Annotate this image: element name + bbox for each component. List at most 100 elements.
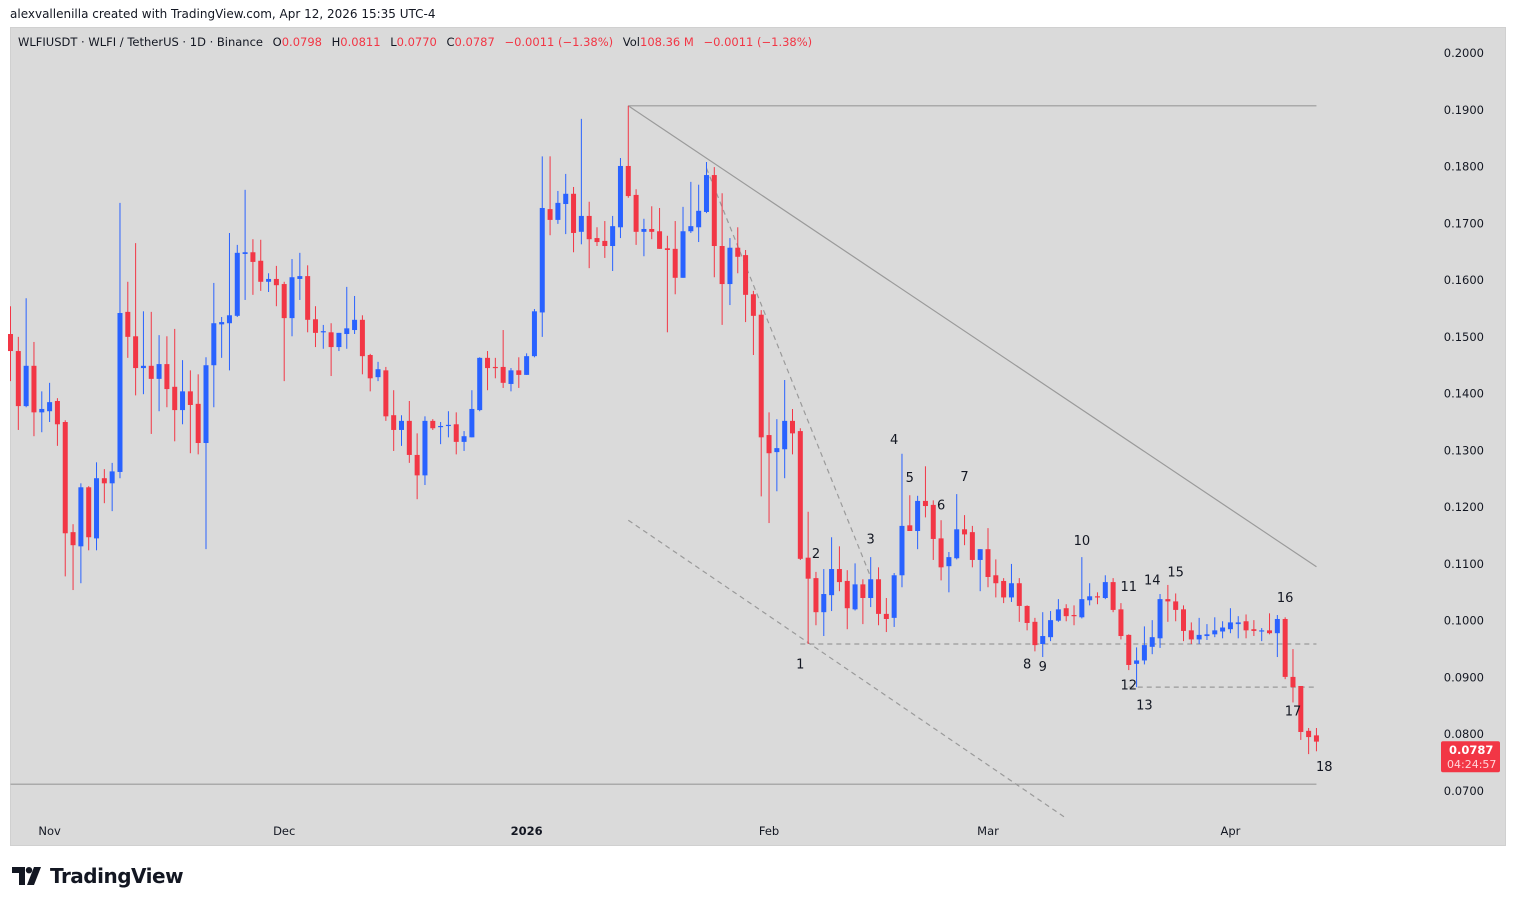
candle-up[interactable] [782, 420, 788, 450]
candle-up[interactable] [1087, 596, 1093, 601]
candle-up[interactable] [563, 193, 569, 205]
candle-up[interactable] [641, 228, 647, 232]
candle-down[interactable] [993, 575, 999, 584]
candle-up[interactable] [539, 207, 545, 313]
candle-up[interactable] [610, 226, 616, 247]
candle-up[interactable] [234, 252, 240, 316]
candle-up[interactable] [977, 549, 983, 560]
dashed-trendline[interactable] [705, 168, 872, 578]
tradingview-logo[interactable]: TradingView [12, 864, 184, 888]
candle-up[interactable] [1212, 630, 1218, 635]
candle-down[interactable] [719, 246, 725, 285]
candle-up[interactable] [688, 226, 694, 232]
candle-down[interactable] [1251, 629, 1257, 631]
candle-down[interactable] [414, 454, 420, 476]
trendline[interactable] [627, 105, 1317, 568]
candle-down[interactable] [1313, 735, 1319, 742]
candle-down[interactable] [883, 613, 889, 619]
candle-down[interactable] [664, 248, 670, 250]
candle-down[interactable] [406, 420, 412, 455]
candle-up[interactable] [156, 364, 162, 379]
candle-up[interactable] [422, 420, 428, 476]
candle-up[interactable] [39, 408, 45, 413]
candle-down[interactable] [1032, 621, 1038, 646]
candle-down[interactable] [938, 538, 944, 568]
candle-down[interactable] [743, 255, 749, 295]
candle-down[interactable] [602, 240, 608, 247]
candle-up[interactable] [829, 569, 835, 596]
candle-up[interactable] [524, 356, 530, 375]
candle-up[interactable] [1204, 634, 1210, 637]
candle-down[interactable] [1001, 580, 1007, 598]
candle-down[interactable] [962, 529, 968, 535]
candle-down[interactable] [633, 194, 639, 232]
symbol-info[interactable]: WLFIUSDT · WLFI / TetherUS · 1D · Binanc… [18, 35, 263, 49]
candle-down[interactable] [1282, 618, 1288, 677]
candle-down[interactable] [1306, 730, 1312, 738]
candle-down[interactable] [86, 487, 92, 538]
candle-up[interactable] [226, 315, 232, 324]
candle-down[interactable] [805, 557, 811, 579]
candle-up[interactable] [1055, 609, 1061, 621]
candle-down[interactable] [1165, 599, 1171, 602]
candle-down[interactable] [1024, 605, 1030, 623]
candle-down[interactable] [195, 403, 201, 444]
candle-down[interactable] [1267, 630, 1273, 634]
candle-down[interactable] [758, 314, 764, 438]
candle-down[interactable] [790, 420, 795, 434]
candle-up[interactable] [915, 500, 921, 532]
candle-up[interactable] [821, 594, 827, 613]
candle-down[interactable] [8, 334, 13, 352]
candle-up[interactable] [47, 402, 53, 412]
candle-up[interactable] [1196, 634, 1202, 640]
candle-down[interactable] [133, 336, 139, 369]
candle-up[interactable] [1048, 620, 1054, 638]
candle-down[interactable] [1126, 634, 1132, 665]
candle-down[interactable] [922, 500, 928, 507]
candle-down[interactable] [907, 525, 913, 532]
candle-down[interactable] [15, 351, 21, 407]
candle-up[interactable] [531, 311, 537, 357]
candle-down[interactable] [547, 209, 553, 220]
candle-down[interactable] [797, 431, 803, 559]
candle-up[interactable] [1079, 599, 1085, 618]
candle-down[interactable] [383, 370, 389, 417]
candle-up[interactable] [578, 215, 584, 232]
candle-up[interactable] [78, 487, 84, 547]
candle-down[interactable] [367, 355, 373, 379]
candle-up[interactable] [297, 276, 303, 279]
candle-down[interactable] [391, 415, 397, 430]
candle-down[interactable] [1181, 609, 1186, 631]
candle-down[interactable] [164, 364, 170, 390]
candle-down[interactable] [312, 319, 318, 333]
candle-down[interactable] [485, 357, 491, 369]
candle-up[interactable] [477, 357, 483, 411]
candle-up[interactable] [555, 202, 561, 220]
candle-down[interactable] [430, 420, 436, 429]
candle-down[interactable] [1118, 609, 1124, 637]
candle-up[interactable] [1157, 599, 1163, 639]
candle-up[interactable] [680, 231, 686, 278]
candle-down[interactable] [813, 578, 819, 613]
candle-down[interactable] [1063, 608, 1069, 617]
candle-down[interactable] [860, 584, 866, 598]
candle-down[interactable] [1016, 583, 1022, 606]
candle-up[interactable] [219, 322, 225, 325]
dashed-trendline[interactable] [627, 519, 1067, 819]
candle-down[interactable] [500, 366, 506, 383]
candle-down[interactable] [1188, 630, 1194, 640]
candle-up[interactable] [109, 471, 115, 484]
candle-up[interactable] [703, 175, 709, 212]
candle-down[interactable] [281, 284, 287, 319]
chart-panel[interactable] [10, 27, 1506, 846]
candle-up[interactable] [180, 391, 186, 411]
candle-up[interactable] [461, 436, 467, 442]
candle-down[interactable] [125, 311, 131, 337]
candle-down[interactable] [836, 569, 842, 583]
candle-down[interactable] [711, 175, 717, 247]
candle-up[interactable] [954, 529, 960, 559]
candle-up[interactable] [1227, 622, 1233, 630]
candle-up[interactable] [868, 579, 874, 598]
candle-up[interactable] [320, 331, 326, 333]
